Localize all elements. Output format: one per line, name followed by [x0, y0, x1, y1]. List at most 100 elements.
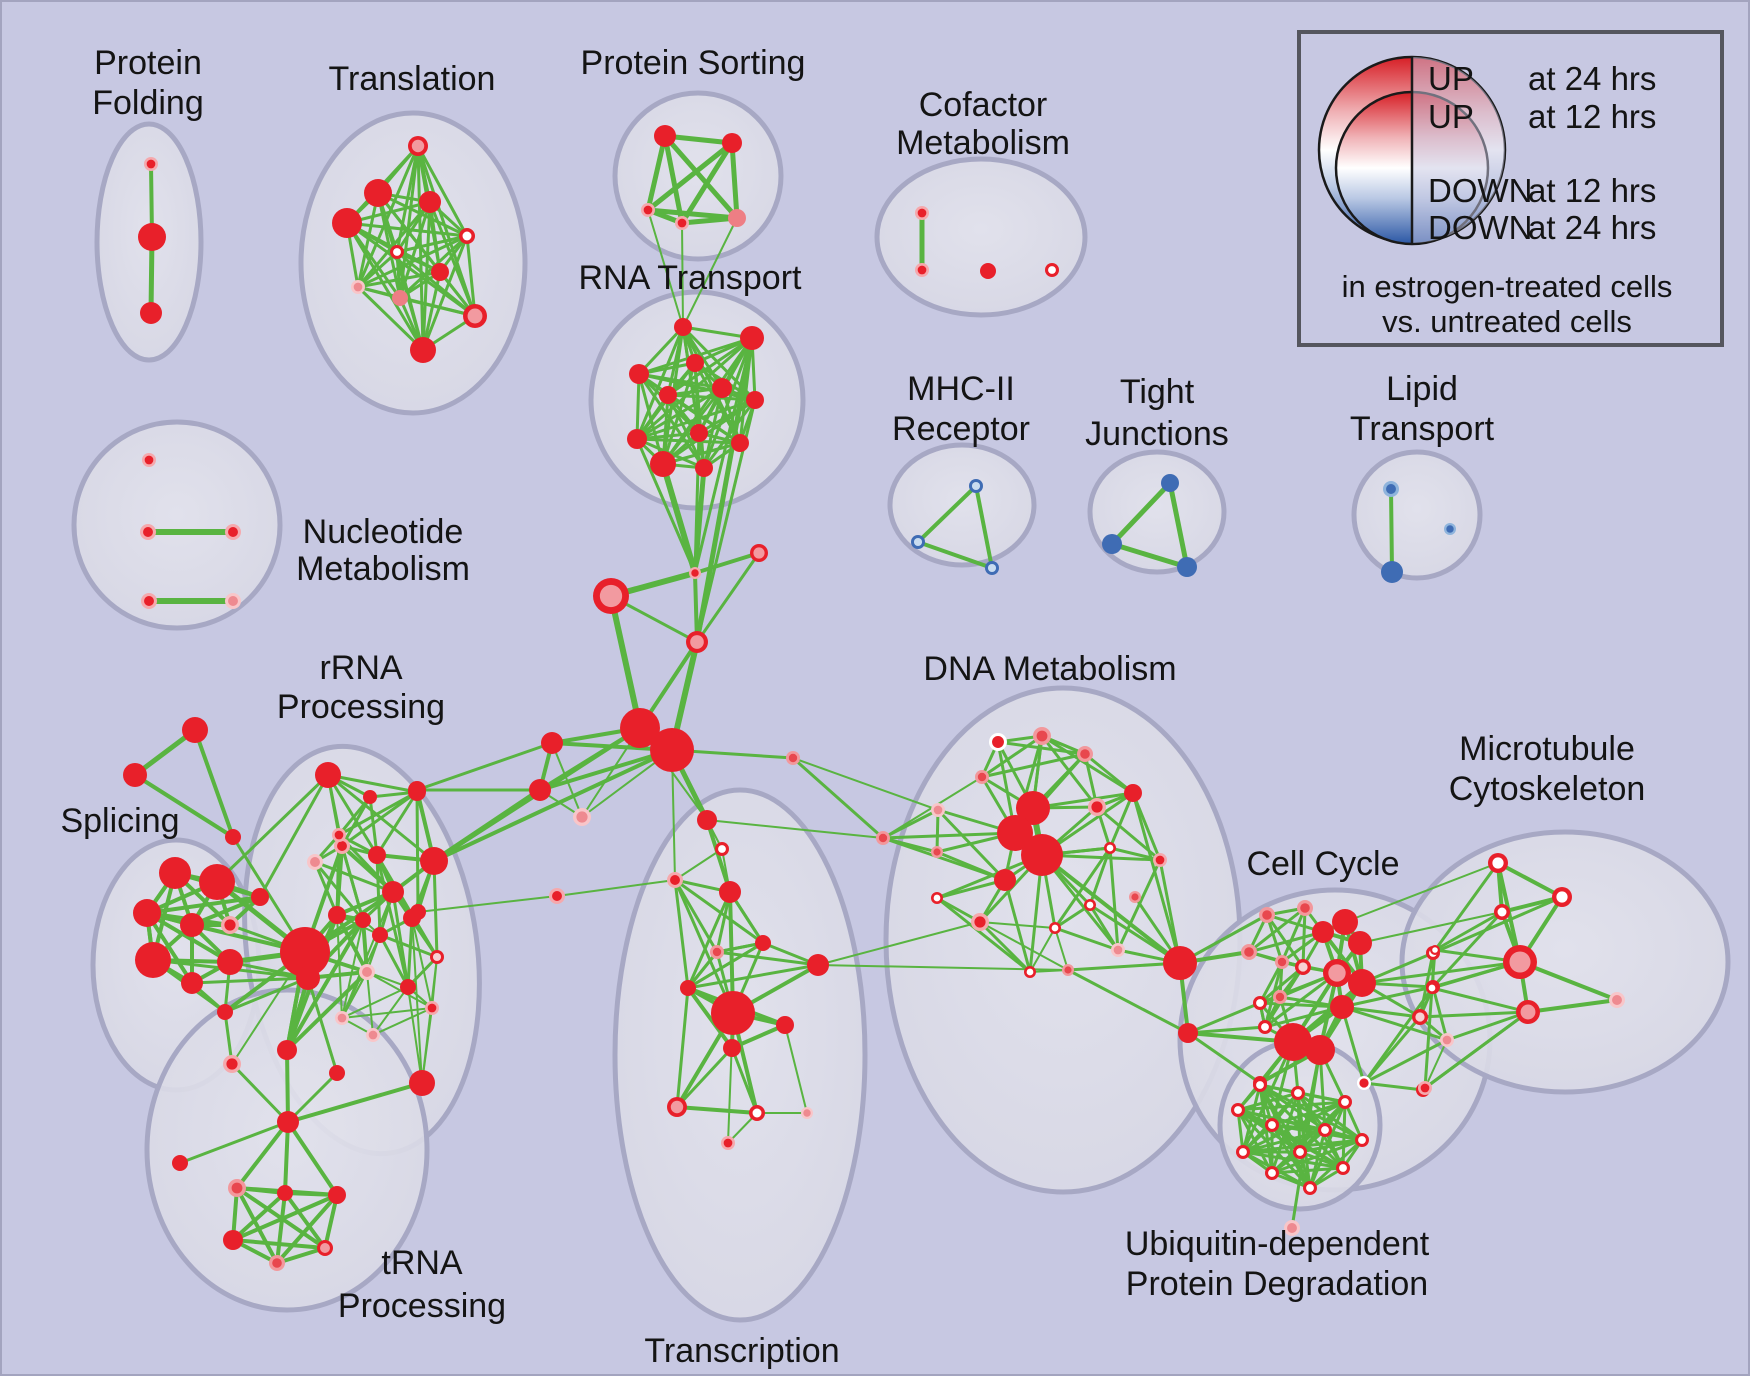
network-edge	[1430, 910, 1504, 990]
network-node	[1426, 982, 1438, 994]
network-edge	[1236, 1108, 1245, 1154]
network-edge	[428, 200, 442, 274]
network-node	[931, 846, 943, 858]
network-node	[593, 578, 629, 614]
network-edge	[223, 976, 310, 1014]
network-node	[1045, 263, 1059, 277]
network-edge	[375, 853, 410, 989]
network-edge	[1340, 1005, 1422, 1019]
network-node	[410, 337, 436, 363]
network-edge	[1236, 1100, 1347, 1112]
network-node	[686, 631, 708, 653]
network-node	[1381, 561, 1403, 583]
network-edge	[635, 437, 697, 575]
network-node	[1323, 959, 1351, 987]
network-edge	[675, 986, 690, 1109]
network-edge	[1108, 791, 1135, 850]
module-label-nucleotide-metabolism: Metabolism	[296, 550, 470, 588]
network-node	[228, 1179, 246, 1197]
module-ellipse-mhc-ii-receptor	[887, 442, 1037, 568]
network-edge	[1108, 846, 1120, 952]
network-node	[334, 838, 350, 854]
node-layer	[123, 125, 1625, 1271]
network-node	[403, 909, 421, 927]
network-edge	[635, 325, 685, 441]
module-ellipse-cofactor-metabolism	[874, 156, 1088, 318]
network-edge	[1433, 910, 1504, 952]
network-node	[1088, 798, 1106, 816]
network-edge	[1265, 913, 1305, 969]
network-node	[715, 842, 729, 856]
module-label-cofactor-metabolism: Cofactor	[919, 86, 1048, 124]
network-edge	[1241, 1040, 1295, 1154]
network-node	[1357, 1076, 1371, 1090]
network-node	[1348, 969, 1376, 997]
network-edge	[706, 819, 884, 839]
network-edge	[395, 234, 469, 254]
network-node	[225, 829, 241, 845]
network-edge	[228, 960, 310, 980]
network-edge	[275, 1246, 327, 1265]
network-edge	[935, 878, 1007, 900]
module-ellipse-tight-junctions	[1087, 449, 1227, 575]
network-node	[746, 391, 764, 409]
network-edge	[1298, 1138, 1364, 1154]
network-node	[1609, 992, 1625, 1008]
network-node	[1241, 944, 1257, 960]
module-label-protein-folding: Folding	[92, 84, 204, 122]
network-edge	[686, 963, 820, 990]
network-node	[710, 945, 724, 959]
module-label-protein-sorting: Protein Sorting	[581, 44, 806, 82]
network-edge	[1236, 1091, 1300, 1112]
network-node	[989, 733, 1007, 751]
network-node	[277, 1111, 299, 1133]
network-edge	[286, 1081, 424, 1124]
network-node	[1305, 1035, 1335, 1065]
network-node	[1231, 1103, 1245, 1117]
network-node	[133, 899, 161, 927]
network-edge	[258, 773, 330, 899]
network-node	[382, 881, 404, 903]
network-node	[620, 708, 660, 748]
network-node	[329, 1065, 345, 1081]
network-node	[1293, 1145, 1307, 1159]
network-edge	[1066, 968, 1190, 1035]
network-edge	[368, 795, 379, 857]
network-edge	[417, 895, 558, 913]
legend-time-label: at 12 hrs	[1528, 172, 1656, 209]
network-node	[1318, 1123, 1332, 1137]
network-edge	[421, 270, 442, 352]
network-node	[931, 803, 945, 817]
network-node	[1265, 1166, 1279, 1180]
network-node	[223, 1055, 241, 1073]
module-label-tight-junctions: Tight	[1120, 373, 1195, 411]
network-node	[1284, 1220, 1300, 1236]
network-edge	[675, 1105, 759, 1115]
network-edge	[1359, 911, 1503, 944]
network-node	[985, 561, 999, 575]
network-edge	[693, 551, 761, 575]
network-node	[368, 846, 386, 864]
network-node	[1355, 1133, 1369, 1147]
network-node	[711, 991, 755, 1035]
network-edge	[286, 1071, 339, 1124]
network-node	[355, 912, 371, 928]
network-node	[1259, 907, 1275, 923]
network-edge	[407, 917, 413, 988]
network-node	[1444, 523, 1456, 535]
network-node	[1503, 945, 1537, 979]
network-node	[280, 927, 330, 977]
module-label-cell-cycle: Cell Cycle	[1246, 845, 1399, 883]
network-node	[1016, 791, 1050, 825]
network-node	[641, 203, 655, 217]
network-node	[680, 980, 696, 996]
network-node	[400, 979, 416, 995]
legend-time-label: at 12 hrs	[1528, 98, 1656, 135]
network-node	[315, 762, 341, 788]
network-node	[674, 318, 692, 336]
network-node	[328, 906, 346, 924]
network-node	[1412, 1009, 1428, 1025]
network-edge	[979, 921, 1069, 971]
network-edge	[645, 207, 740, 221]
module-label-microtubule-cytoskeleton: Microtubule	[1459, 730, 1635, 768]
